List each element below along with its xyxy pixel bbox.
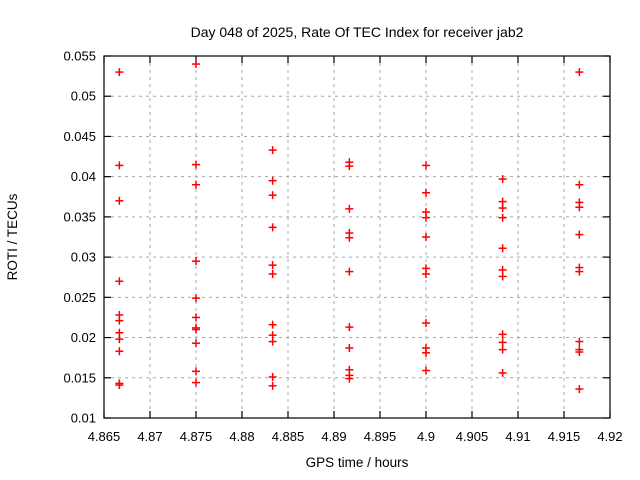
y-axis-label: ROTI / TECUs xyxy=(5,193,20,280)
y-tick-label: 0.02 xyxy=(71,330,96,345)
y-tick-label: 0.05 xyxy=(71,89,96,104)
x-tick-label: 4.915 xyxy=(548,429,581,444)
data-point-marker xyxy=(192,294,200,303)
data-point-marker xyxy=(422,270,430,279)
data-point-marker xyxy=(345,233,354,242)
data-point-marker xyxy=(115,381,124,390)
data-point-marker xyxy=(498,204,507,213)
data-point-marker xyxy=(115,68,124,77)
y-tick-label: 0.01 xyxy=(71,411,96,426)
data-point-marker xyxy=(575,180,584,189)
x-tick-label: 4.875 xyxy=(180,429,213,444)
data-point-marker xyxy=(575,385,584,394)
x-tick-label: 4.88 xyxy=(229,429,254,444)
data-point-marker xyxy=(268,176,277,185)
data-point-marker xyxy=(575,230,584,239)
data-point-marker xyxy=(268,320,277,329)
y-tick-label: 0.025 xyxy=(63,290,96,305)
data-point-marker xyxy=(345,323,354,332)
data-point-marker xyxy=(115,161,124,170)
data-point-marker xyxy=(575,68,584,77)
data-point-marker xyxy=(192,313,200,322)
x-tick-label: 4.895 xyxy=(364,429,397,444)
data-point-marker xyxy=(498,244,507,253)
data-point-marker xyxy=(345,162,354,171)
data-point-marker xyxy=(268,270,277,279)
data-point-marker xyxy=(345,344,354,353)
data-point-marker xyxy=(192,60,200,69)
y-tick-label: 0.015 xyxy=(63,370,96,385)
data-point-marker xyxy=(115,316,124,325)
data-point-marker xyxy=(192,160,200,169)
y-tick-label: 0.03 xyxy=(71,250,96,265)
data-point-marker xyxy=(422,233,430,241)
x-tick-label: 4.905 xyxy=(456,429,489,444)
y-tick-label: 0.055 xyxy=(63,49,96,64)
data-point-marker xyxy=(115,196,124,205)
data-point-marker xyxy=(345,374,354,383)
data-point-marker xyxy=(268,223,277,232)
data-point-marker xyxy=(575,348,584,357)
data-point-marker xyxy=(498,338,507,347)
y-tick-label: 0.04 xyxy=(71,169,96,184)
x-tick-label: 4.885 xyxy=(272,429,305,444)
data-point-marker xyxy=(422,348,430,357)
data-point-marker xyxy=(422,319,430,328)
data-point-marker xyxy=(575,337,584,346)
data-point-marker xyxy=(268,372,277,381)
data-point-marker xyxy=(268,191,277,200)
x-axis-label: GPS time / hours xyxy=(306,455,409,470)
axes-and-ticks: 4.865 4.87 4.875 4.88 4.885 4.89 4.895 4.9 4.905… xyxy=(63,49,622,445)
data-point-marker xyxy=(422,213,430,222)
data-point-marker xyxy=(498,175,507,184)
data-point-marker xyxy=(575,203,584,212)
data-point-marker xyxy=(422,161,430,170)
data-point-marker xyxy=(422,366,430,375)
data-point-marker xyxy=(345,204,354,213)
data-point-marker xyxy=(192,257,200,266)
data-point-marker xyxy=(192,367,200,376)
data-point-marker xyxy=(498,330,507,339)
data-point-marker xyxy=(115,335,124,344)
plot-border xyxy=(103,55,611,419)
data-point-marker xyxy=(575,267,584,276)
gridlines xyxy=(104,56,610,418)
data-point-marker xyxy=(115,277,124,286)
x-tick-label: 4.92 xyxy=(597,429,622,444)
data-point-marker xyxy=(422,188,430,197)
data-point-marker xyxy=(268,381,277,390)
data-point-marker xyxy=(268,146,277,155)
data-point-marker xyxy=(498,213,507,222)
data-point-marker xyxy=(268,337,277,346)
data-point-marker xyxy=(498,272,507,281)
chart-title: Day 048 of 2025, Rate Of TEC Index for r… xyxy=(191,24,524,40)
x-tick-label: 4.9 xyxy=(417,429,435,444)
data-points xyxy=(115,60,584,394)
x-tick-label: 4.91 xyxy=(505,429,530,444)
x-tick-label: 4.87 xyxy=(137,429,162,444)
data-point-marker xyxy=(268,261,277,270)
data-point-marker xyxy=(498,345,507,354)
data-point-marker xyxy=(192,378,200,387)
y-tick-label: 0.035 xyxy=(63,209,96,224)
data-point-marker xyxy=(345,267,354,276)
data-point-marker xyxy=(192,325,200,334)
data-point-marker xyxy=(498,368,507,377)
data-point-marker xyxy=(192,180,200,189)
data-point-marker xyxy=(192,339,200,348)
data-point-marker xyxy=(115,347,124,356)
x-tick-label: 4.865 xyxy=(88,429,121,444)
x-tick-label: 4.89 xyxy=(321,429,346,444)
y-tick-label: 0.045 xyxy=(63,129,96,144)
